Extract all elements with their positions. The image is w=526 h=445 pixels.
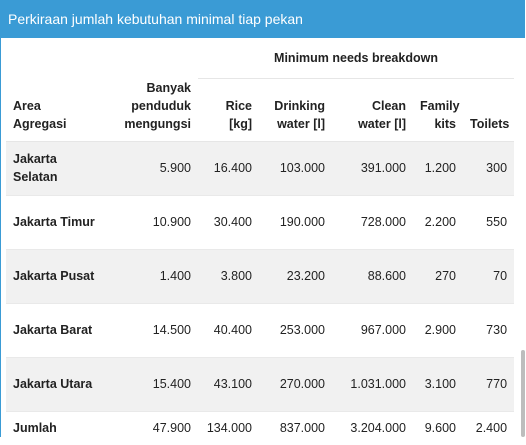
group-header-minimum-needs: Minimum needs breakdown <box>198 38 515 79</box>
column-header-family-kits: Family kits <box>413 78 463 142</box>
table-row: Jakarta Utara 15.400 43.100 270.000 1.03… <box>6 357 515 412</box>
table-row: Jakarta Timur 10.900 30.400 190.000 728.… <box>6 195 515 250</box>
table-row: Jakarta Selatan 5.900 16.400 103.000 391… <box>6 141 515 196</box>
cell-area: Jakarta Barat <box>6 303 103 358</box>
cell-toilets: 730 <box>463 303 515 358</box>
cell-area: Jakarta Pusat <box>6 249 103 304</box>
table-total-row: Jumlah 47.900 134.000 837.000 3.204.000 … <box>6 411 514 445</box>
cell-clean-water: 88.600 <box>332 249 413 304</box>
table-row: Jakarta Pusat 1.400 3.800 23.200 88.600 … <box>6 249 515 304</box>
cell-displaced: 5.900 <box>103 141 198 196</box>
cell-clean-water: 728.000 <box>332 195 413 250</box>
cell-total-toilets: 2.400 <box>475 421 508 435</box>
cell-clean-water: 1.031.000 <box>332 357 413 412</box>
cell-displaced: 15.400 <box>103 357 198 412</box>
column-header-toilets: Toilets <box>463 78 515 142</box>
cell-drinking-water: 253.000 <box>259 303 332 358</box>
cell-family-kits: 3.100 <box>413 357 463 412</box>
column-header-rice: Rice [kg] <box>198 78 259 142</box>
cell-area: Jakarta Utara <box>6 357 103 412</box>
vertical-scrollbar[interactable] <box>521 350 525 437</box>
panel-title: Perkiraan jumlah kebutuhan minimal tiap … <box>1 0 525 38</box>
needs-table: Minimum needs breakdown Area Agregasi Ba… <box>6 38 515 445</box>
cell-toilets: 770 <box>463 357 515 412</box>
column-header-displaced: Banyak penduduk mengungsi <box>103 78 198 142</box>
cell-rice: 16.400 <box>198 141 259 196</box>
cell-toilets: 300 <box>463 141 515 196</box>
cell-drinking-water: 270.000 <box>259 357 332 412</box>
column-header-clean-water: Clean water [l] <box>332 78 413 142</box>
cell-clean-water: 967.000 <box>332 303 413 358</box>
header-spacer-displaced <box>103 38 198 79</box>
cell-drinking-water: 103.000 <box>259 141 332 196</box>
cell-total-drinking-water: 837.000 <box>279 421 325 435</box>
cell-area: Jakarta Timur <box>6 195 103 250</box>
cell-toilets: 70 <box>463 249 515 304</box>
cell-displaced: 10.900 <box>103 195 198 250</box>
cell-total-family-kits: 9.600 <box>424 421 456 435</box>
cell-total-label: Jumlah <box>13 421 57 435</box>
cell-family-kits: 2.200 <box>413 195 463 250</box>
cell-displaced: 1.400 <box>103 249 198 304</box>
cell-clean-water: 391.000 <box>332 141 413 196</box>
cell-total-rice: 134.000 <box>206 421 252 435</box>
cell-rice: 30.400 <box>198 195 259 250</box>
table-row: Jakarta Barat 14.500 40.400 253.000 967.… <box>6 303 515 358</box>
column-header-area: Area Agregasi <box>6 78 103 142</box>
cell-area: Jakarta Selatan <box>6 141 103 196</box>
cell-family-kits: 270 <box>413 249 463 304</box>
cell-rice: 40.400 <box>198 303 259 358</box>
cell-rice: 43.100 <box>198 357 259 412</box>
cell-drinking-water: 23.200 <box>259 249 332 304</box>
cell-toilets: 550 <box>463 195 515 250</box>
column-header-drinking-water: Drinking water [l] <box>259 78 332 142</box>
cell-total-displaced: 47.900 <box>152 421 191 435</box>
header-spacer-area <box>6 38 103 79</box>
cell-family-kits: 1.200 <box>413 141 463 196</box>
cell-rice: 3.800 <box>198 249 259 304</box>
cell-family-kits: 2.900 <box>413 303 463 358</box>
cell-displaced: 14.500 <box>103 303 198 358</box>
cell-drinking-water: 190.000 <box>259 195 332 250</box>
cell-total-clean-water: 3.204.000 <box>350 421 406 435</box>
needs-table-card: Minimum needs breakdown Area Agregasi Ba… <box>6 38 519 437</box>
